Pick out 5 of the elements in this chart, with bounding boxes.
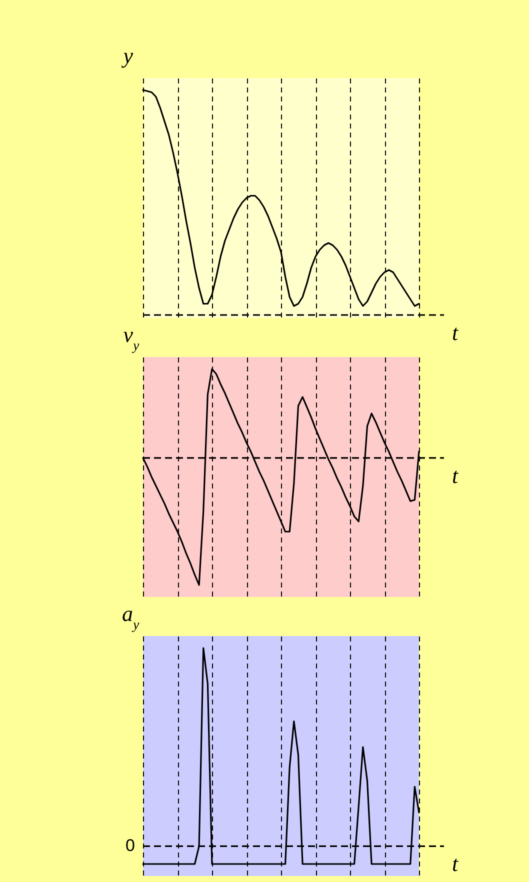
y-axis-title: y: [121, 43, 134, 68]
x-axis-title: t: [452, 851, 459, 876]
text: 0: [126, 836, 135, 856]
x-axis-title: t: [452, 320, 459, 345]
x-axis-title: t: [452, 462, 459, 488]
